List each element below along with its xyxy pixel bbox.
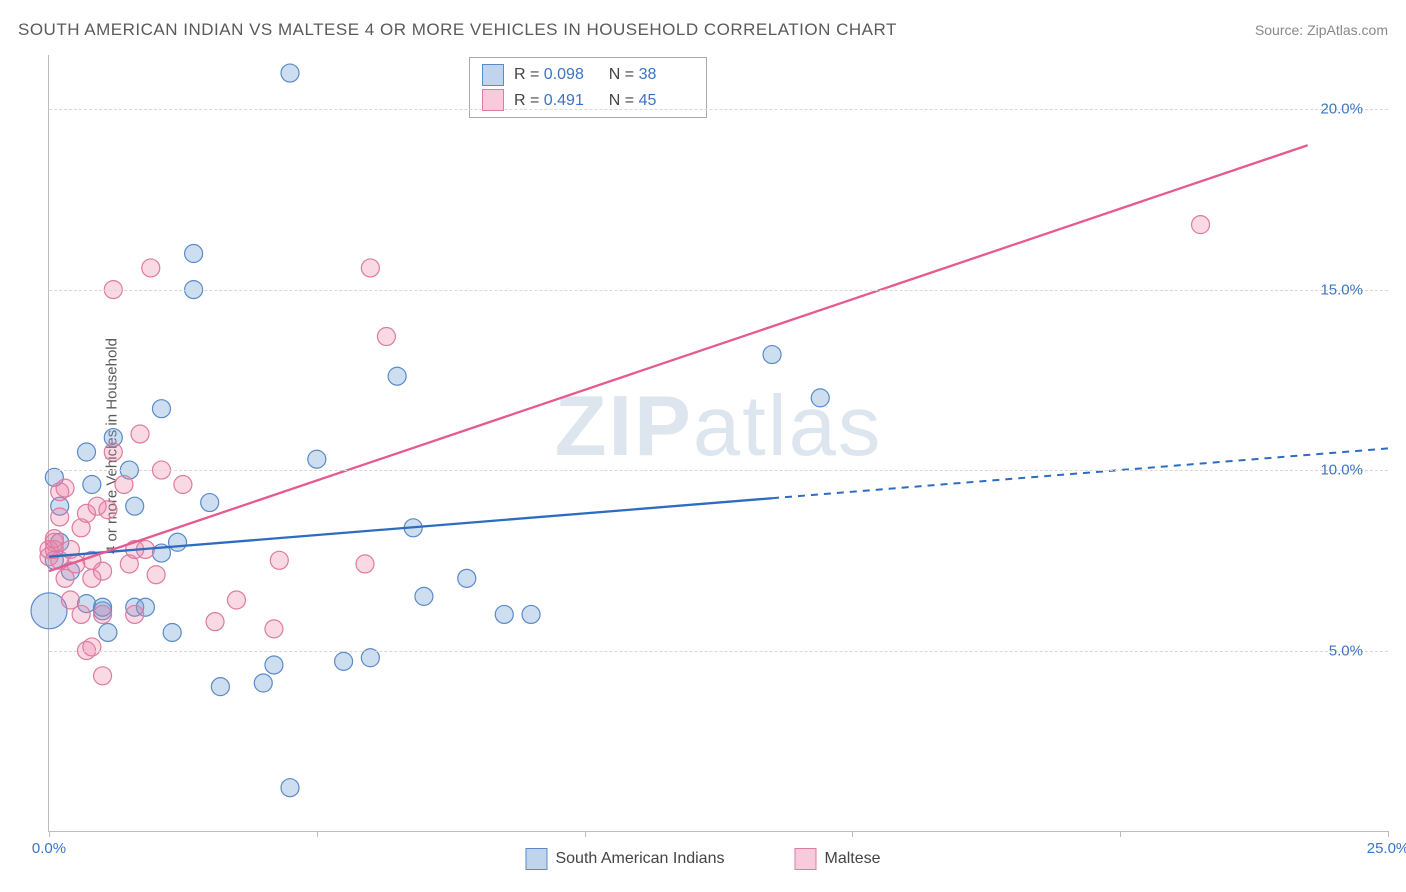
source-label: Source: ZipAtlas.com bbox=[1255, 22, 1388, 38]
x-tick-label: 0.0% bbox=[32, 840, 66, 857]
legend-swatch bbox=[525, 848, 547, 870]
legend-swatch bbox=[482, 64, 504, 86]
legend-item: Maltese bbox=[794, 848, 880, 870]
legend-label: South American Indians bbox=[555, 850, 724, 868]
legend-swatch bbox=[482, 89, 504, 111]
y-tick-label: 5.0% bbox=[1329, 642, 1363, 659]
y-tick-label: 20.0% bbox=[1320, 101, 1363, 118]
chart-svg bbox=[49, 55, 1388, 831]
plot-area: ZIPatlas R = 0.098N = 38R = 0.491N = 45 … bbox=[48, 55, 1388, 832]
y-tick-label: 10.0% bbox=[1320, 462, 1363, 479]
legend-swatch bbox=[794, 848, 816, 870]
y-tick-label: 15.0% bbox=[1320, 281, 1363, 298]
chart-title: SOUTH AMERICAN INDIAN VS MALTESE 4 OR MO… bbox=[18, 20, 897, 40]
legend-item: South American Indians bbox=[525, 848, 724, 870]
x-tick-label: 25.0% bbox=[1367, 840, 1406, 857]
legend-label: Maltese bbox=[824, 850, 880, 868]
bottom-legend: South American Indians Maltese bbox=[525, 848, 880, 870]
stats-legend-row: R = 0.098N = 38 bbox=[482, 62, 694, 88]
